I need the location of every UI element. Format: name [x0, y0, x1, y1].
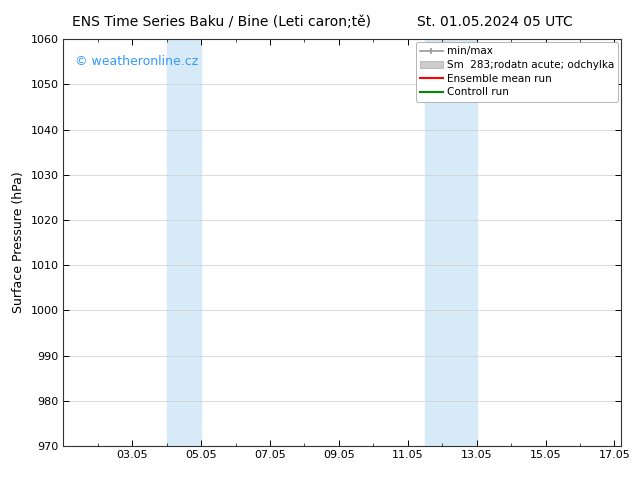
Y-axis label: Surface Pressure (hPa): Surface Pressure (hPa) [12, 172, 25, 314]
Bar [167, 39, 201, 446]
Legend: min/max, Sm  283;rodatn acute; odchylka, Ensemble mean run, Controll run: min/max, Sm 283;rodatn acute; odchylka, … [415, 42, 618, 101]
Text: St. 01.05.2024 05 UTC: St. 01.05.2024 05 UTC [417, 15, 573, 29]
Text: ENS Time Series Baku / Bine (Leti caron;tě): ENS Time Series Baku / Bine (Leti caron;… [72, 15, 372, 29]
Text: © weatheronline.cz: © weatheronline.cz [75, 55, 198, 69]
Bar [425, 39, 477, 446]
